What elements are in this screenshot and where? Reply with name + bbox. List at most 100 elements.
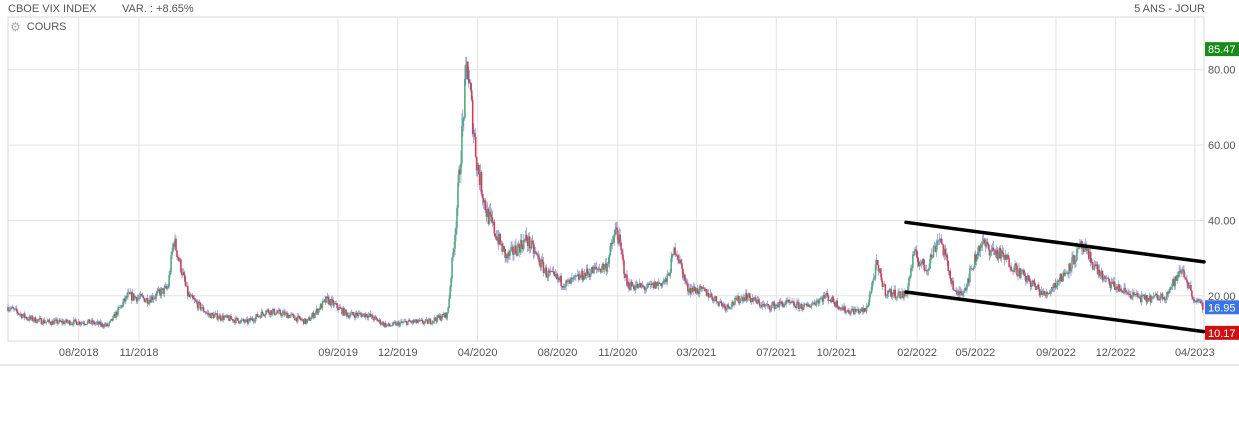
candle-body xyxy=(627,282,629,286)
x-tick-label: 05/2022 xyxy=(956,347,996,359)
candle-body xyxy=(229,315,231,321)
candle-body xyxy=(696,288,699,294)
candle-body xyxy=(290,314,292,316)
candle-body xyxy=(758,301,761,306)
candle-body xyxy=(88,319,91,324)
y-tick-label: 80.00 xyxy=(1208,65,1236,77)
candle-body xyxy=(612,241,615,244)
legend-label: COURS xyxy=(26,21,67,33)
candle-body xyxy=(734,297,736,305)
candle-body xyxy=(306,318,309,322)
candle-body xyxy=(1034,286,1037,290)
candle-body xyxy=(1100,270,1103,275)
candle-body xyxy=(725,308,727,311)
x-tick-label: 04/2023 xyxy=(1175,347,1215,359)
candle-body xyxy=(86,321,89,325)
candle-body xyxy=(689,288,691,293)
candle-body xyxy=(792,301,794,303)
candle-body xyxy=(926,270,929,272)
candle-body xyxy=(1012,270,1014,272)
candle-body xyxy=(28,316,31,321)
candle-body xyxy=(1127,292,1129,294)
candle-body xyxy=(457,182,459,209)
candle-body xyxy=(415,319,418,323)
period-selector[interactable]: 5 ANS - JOUR xyxy=(1134,3,1205,15)
candle-body xyxy=(1126,292,1128,294)
candle-body xyxy=(855,308,857,312)
candle-body xyxy=(815,301,818,306)
candle-body xyxy=(458,169,460,183)
candle-body xyxy=(404,321,406,322)
candle-body xyxy=(770,305,773,310)
candle-body xyxy=(271,310,274,315)
candle-body xyxy=(849,313,851,315)
candle-body xyxy=(976,252,979,259)
candle-body xyxy=(297,315,299,322)
candle-body xyxy=(335,303,337,305)
candle-body xyxy=(796,301,798,309)
candle-body xyxy=(864,310,867,312)
candle-body xyxy=(92,321,95,324)
candle-body xyxy=(499,234,502,245)
candle-body xyxy=(368,313,371,316)
candle-body xyxy=(610,243,613,247)
candle-body xyxy=(677,255,679,260)
candle-body xyxy=(991,247,994,252)
candle-body xyxy=(1174,276,1176,287)
candle-body xyxy=(831,296,834,302)
series-legend[interactable]: ⚙ COURS xyxy=(10,21,67,33)
candle-body xyxy=(183,272,185,276)
candle-body xyxy=(952,280,954,290)
candle-body xyxy=(635,285,637,290)
candle-body xyxy=(851,308,853,311)
candle-body xyxy=(248,318,251,320)
candle-body xyxy=(325,296,328,303)
candle-body xyxy=(169,272,171,276)
candle-body xyxy=(899,291,901,299)
candle-body xyxy=(1049,291,1052,294)
x-axis-ticks: 08/2018 11/2018 09/2019 12/2019 04/2020 08/20… xyxy=(59,347,1215,359)
candle-body xyxy=(1131,297,1133,299)
candle-body xyxy=(203,311,206,313)
candle-body xyxy=(362,313,365,315)
candle-body xyxy=(338,307,340,310)
candle-body xyxy=(1118,284,1120,292)
candle-body xyxy=(738,295,740,304)
candle-body xyxy=(872,278,875,281)
candle-body xyxy=(1054,282,1057,288)
candle-body xyxy=(256,313,259,318)
candle-body xyxy=(337,308,339,310)
candle-body xyxy=(913,254,915,256)
candle-body xyxy=(678,259,680,263)
candle-body xyxy=(918,264,921,267)
candle-body xyxy=(259,315,262,318)
candle-body xyxy=(971,268,974,270)
gear-icon[interactable]: ⚙ xyxy=(10,20,21,34)
candle-body xyxy=(577,274,579,276)
candle-body xyxy=(1053,282,1056,289)
candle-body xyxy=(298,316,301,319)
candle-body xyxy=(70,323,72,325)
trendline xyxy=(904,220,1206,264)
candle-body xyxy=(469,82,472,91)
candle-body xyxy=(775,304,778,306)
candle-body xyxy=(1000,250,1003,259)
candle-body xyxy=(40,318,43,324)
candle-body xyxy=(804,303,807,305)
candle-body xyxy=(773,302,776,309)
candle-body xyxy=(646,283,649,289)
candle-body xyxy=(1160,293,1163,296)
candle-body xyxy=(131,293,134,301)
candle-body xyxy=(471,99,474,135)
candle-body xyxy=(690,288,692,294)
candle-body xyxy=(802,309,804,310)
candle-body xyxy=(883,284,886,286)
candle-body xyxy=(788,299,790,303)
candle-body xyxy=(766,304,769,306)
candle-body xyxy=(941,243,944,245)
candle-body xyxy=(944,248,947,256)
candle-body xyxy=(850,310,852,314)
candle-body xyxy=(133,296,136,300)
candle-body xyxy=(1045,292,1048,297)
